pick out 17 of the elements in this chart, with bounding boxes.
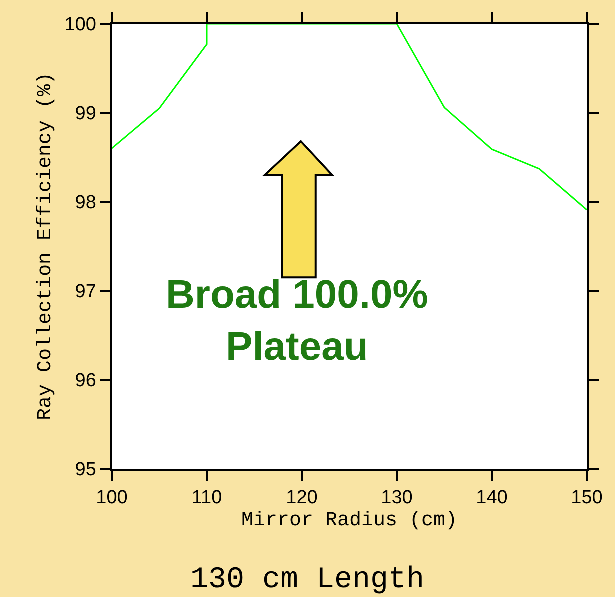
annotation: Broad 100.0% Plateau	[166, 273, 428, 369]
y-axis-title: Ray Collection Efficiency (%)	[34, 72, 58, 421]
line-series	[112, 24, 587, 211]
x-tick-label: 150	[571, 488, 603, 509]
x-tick-label: 140	[476, 488, 508, 509]
y-tick-label: 96	[75, 370, 96, 392]
x-tick-label: 110	[192, 488, 222, 509]
y-tick-label: 97	[75, 282, 96, 303]
y-tick-label: 98	[75, 192, 96, 214]
y-tick-label: 99	[75, 104, 96, 125]
y-tick-label: 100	[64, 14, 96, 36]
y-tick-label: 95	[75, 460, 96, 481]
x-tick-label: 100	[96, 488, 128, 509]
text: 130 cm Length	[190, 564, 425, 597]
x-axis-title: Mirror Radius (cm)	[241, 510, 458, 533]
x-tick-label: 130	[381, 488, 413, 509]
x-tick-label: 120	[286, 488, 318, 509]
